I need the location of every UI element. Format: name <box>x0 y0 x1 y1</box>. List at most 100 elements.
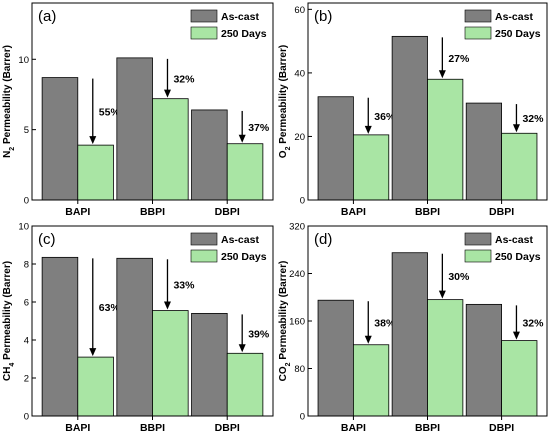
bar-250days <box>77 356 114 417</box>
legend-swatch <box>464 249 492 263</box>
y-tick-label: 80 <box>294 364 305 375</box>
legend-swatch <box>190 26 218 40</box>
bar-ascast <box>191 312 228 417</box>
legend-swatch <box>464 232 492 246</box>
reduction-arrow-head <box>512 331 520 340</box>
y-tick-label: 60 <box>294 5 305 16</box>
legend-swatch <box>190 232 218 246</box>
y-tick-label: 320 <box>289 222 305 233</box>
legend-label: 250 Days <box>495 28 541 40</box>
reduction-label: 37% <box>248 122 270 134</box>
reduction-label: 39% <box>248 328 270 340</box>
y-tick-label: 240 <box>289 269 305 280</box>
bar-250days <box>152 98 189 201</box>
reduction-label: 32% <box>522 317 544 329</box>
y-tick-label: 160 <box>289 317 305 328</box>
reduction-label: 63% <box>99 302 121 314</box>
bar-250days <box>501 132 538 201</box>
panel-label: (b) <box>314 8 332 25</box>
y-tick-label: 10 <box>18 222 29 233</box>
bar-ascast <box>317 299 354 417</box>
legend-swatch <box>190 249 218 263</box>
reduction-label: 55% <box>99 106 121 118</box>
x-tick-label: DBPI <box>215 422 240 434</box>
x-tick-label: BBPI <box>415 422 440 434</box>
legend-label: As-cast <box>221 11 259 23</box>
bar-250days <box>226 143 264 201</box>
bar-ascast <box>41 77 79 201</box>
bar-ascast <box>191 109 228 201</box>
y-axis-label: CO2 Permeability (Barrer) <box>278 261 292 382</box>
bar-250days <box>226 352 264 417</box>
y-tick-label: 6 <box>24 298 29 309</box>
bar-ascast <box>116 57 153 201</box>
reduction-label: 33% <box>173 279 195 291</box>
y-tick-label: 0 <box>300 412 305 423</box>
x-tick-label: BBPI <box>415 206 440 218</box>
reduction-arrow-head <box>238 344 246 353</box>
legend-swatch <box>464 26 492 40</box>
legend-label: 250 Days <box>221 251 267 263</box>
reduction-label: 30% <box>448 271 470 283</box>
legend-label: As-cast <box>495 11 533 23</box>
x-tick-label: BAPI <box>341 422 366 434</box>
y-tick-label: 5 <box>24 125 29 136</box>
reduction-label: 32% <box>173 73 195 85</box>
y-axis-label: CH4 Permeability (Barrer) <box>2 261 16 381</box>
x-tick-label: BAPI <box>65 206 90 218</box>
y-tick-label: 0 <box>300 196 305 207</box>
reduction-arrow-head <box>238 134 246 143</box>
bar-250days <box>77 144 114 201</box>
panel-label: (d) <box>314 231 332 248</box>
y-tick-label: 2 <box>24 374 29 385</box>
bar-250days <box>353 344 390 417</box>
panel-label: (a) <box>38 8 56 25</box>
reduction-arrow-head <box>89 348 97 357</box>
legend-label: As-cast <box>495 234 533 246</box>
x-tick-label: DBPI <box>489 422 514 434</box>
reduction-arrow-head <box>163 301 171 310</box>
y-tick-label: 40 <box>294 68 305 79</box>
x-tick-label: BBPI <box>140 206 165 218</box>
reduction-arrow-head <box>364 125 372 134</box>
bar-250days <box>501 340 538 417</box>
legend-swatch <box>190 9 218 23</box>
bar-250days <box>427 78 464 201</box>
panel-2: 36% BAPI 27% BBPI 32% DBPI 0 20 40 60 O2 Permeabil… <box>278 2 548 218</box>
bar-250days <box>152 310 189 417</box>
y-tick-label: 10 <box>18 55 29 66</box>
y-axis-label: N2 Permeability (Barrer) <box>2 45 16 158</box>
legend-label: As-cast <box>221 234 259 246</box>
bar-ascast <box>41 256 79 417</box>
bar-ascast <box>465 102 502 201</box>
bar-ascast <box>317 96 354 201</box>
y-tick-label: 8 <box>24 260 29 271</box>
reduction-arrow-head <box>438 70 446 79</box>
bar-ascast <box>465 303 502 417</box>
plot-frame <box>31 2 274 201</box>
y-tick-label: 20 <box>294 132 305 143</box>
legend-label: 250 Days <box>221 28 267 40</box>
reduction-label: 38% <box>374 317 396 329</box>
x-tick-label: DBPI <box>489 206 514 218</box>
plot-frame <box>31 225 274 417</box>
reduction-arrow-head <box>512 124 520 133</box>
reduction-label: 36% <box>374 111 396 123</box>
x-tick-label: BAPI <box>65 422 90 434</box>
y-tick-label: 0 <box>24 196 29 207</box>
y-tick-label: 0 <box>24 412 29 423</box>
bar-250days <box>427 299 464 417</box>
panel-3: 63% BAPI 33% BBPI 39% DBPI 0 2 4 6 8 10 CH4 Permeabi… <box>2 222 274 434</box>
panel-4: 38% BAPI 30% BBPI 32% DBPI 0 80 160 240 320 CO2 Per… <box>278 222 548 434</box>
x-tick-label: DBPI <box>215 206 240 218</box>
x-tick-label: BBPI <box>140 422 165 434</box>
bar-ascast <box>116 257 153 417</box>
reduction-label: 32% <box>522 113 544 125</box>
bar-ascast <box>391 35 428 201</box>
bar-ascast <box>391 252 428 417</box>
bar-250days <box>353 134 390 201</box>
plot-frame <box>307 2 548 201</box>
reduction-arrow-head <box>163 89 171 98</box>
